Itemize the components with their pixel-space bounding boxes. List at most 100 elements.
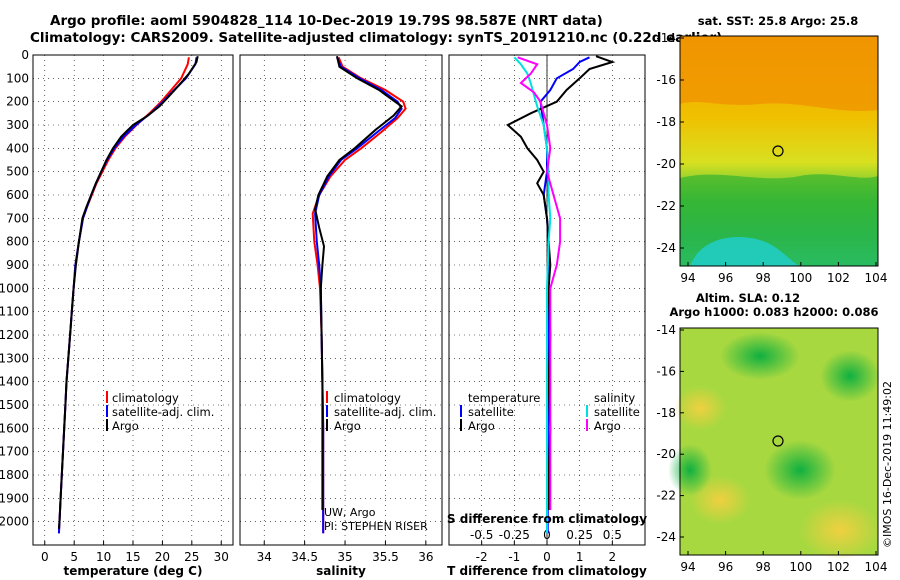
x-tick-label: 0 [41, 550, 49, 564]
y-tick-label: 1600 [0, 421, 29, 435]
map-x-tick-label: 94 [680, 560, 695, 574]
map-y-tick-label: -20 [656, 157, 676, 171]
map-y-tick-label: -16 [656, 364, 676, 378]
legend-temp-argo: Argo [468, 419, 495, 433]
x-tick-label: 25 [184, 550, 199, 564]
difference-xlabel: T difference from climatology [447, 564, 647, 578]
y-tick-label: 1800 [0, 468, 29, 482]
x-tick-label: 15 [125, 550, 140, 564]
series-line-argo [57, 55, 199, 529]
temperature-xlabel: temperature (deg C) [64, 564, 203, 578]
map-y-tick-label: -22 [656, 199, 676, 213]
x-tick-label: 5 [70, 550, 78, 564]
map-y-tick-label: -24 [656, 241, 676, 255]
credit-text: ©IMOS 16-Dec-2019 11:49:02 [881, 381, 894, 548]
sst-argo-location [772, 145, 784, 157]
sla-yellow-patch [674, 386, 726, 430]
sla-yellow-patch [800, 500, 880, 560]
sla-green-patch [668, 444, 712, 496]
y-tick-label: 800 [6, 235, 29, 249]
y-tick-label: 1300 [0, 351, 29, 365]
top-x-tick-label: 0.25 [566, 528, 593, 542]
map-x-tick-label: 102 [827, 271, 850, 285]
map-y-tick-label: -16 [656, 73, 676, 87]
map-y-tick-label: -24 [656, 530, 676, 544]
y-tick-label: 1500 [0, 398, 29, 412]
salinity-panel [239, 54, 443, 546]
y-tick-label: 2000 [0, 515, 29, 529]
map-x-tick-label: 98 [756, 271, 771, 285]
y-tick-label: 100 [6, 71, 29, 85]
y-tick-label: 900 [6, 258, 29, 272]
map-x-tick-label: 104 [865, 271, 888, 285]
series-line-climatology [57, 57, 190, 534]
temperature-plot: 0100200300400500600700800900100011001200… [0, 48, 233, 564]
legend-temp-satellite: satellite [468, 405, 514, 419]
title-line1: Argo profile: aoml 5904828_114 10-Dec-20… [50, 13, 603, 29]
difference-plot: -2 -1 0 1 2-0.5 -0.25 0 0.25 0.5 [449, 54, 645, 564]
map-x-tick-label: 94 [680, 271, 695, 285]
x-tick-label: 0 [543, 550, 551, 564]
sst-map [679, 35, 879, 267]
title-line2: Climatology: CARS2009. Satellite-adjuste… [30, 30, 722, 46]
sla-green-patch [720, 332, 800, 380]
map-x-tick-label: 96 [718, 271, 733, 285]
x-tick-label: 1 [576, 550, 584, 564]
x-tick-label: 34 [257, 550, 272, 564]
map-y-tick-label: -22 [656, 489, 676, 503]
series-line-argo [314, 55, 404, 510]
map-y-tick-label: -18 [656, 406, 676, 420]
series-line-climatology [311, 56, 407, 534]
x-tick-label: 35 [337, 550, 352, 564]
map-x-tick-label: 98 [756, 560, 771, 574]
sla-map-title2: Argo h1000: 0.083 h2000: 0.086 [669, 305, 878, 319]
map-x-tick-label: 104 [865, 560, 888, 574]
y-tick-label: 1000 [0, 281, 29, 295]
x-tick-label: 2 [609, 550, 617, 564]
legend-argo: Argo [334, 419, 361, 433]
sst-cyan-region [690, 237, 800, 266]
legend-satellite: satellite-adj. clim. [112, 405, 214, 419]
map-y-tick-label: -18 [656, 115, 676, 129]
difference-top-xlabel: S difference from climatology [447, 512, 647, 526]
map-x-tick-label: 100 [789, 271, 812, 285]
y-tick-label: 700 [6, 211, 29, 225]
legend-argo: Argo [112, 419, 139, 433]
legend-title-temperature: temperature [468, 391, 540, 405]
x-tick-label: -1 [508, 550, 520, 564]
legend-climatology: climatology [334, 391, 401, 405]
legend-title-salinity: salinity [594, 391, 635, 405]
top-x-tick-label: -0.25 [499, 528, 530, 542]
x-tick-label: -2 [476, 550, 488, 564]
sla-argo-location [772, 435, 784, 447]
map-x-tick-label: 102 [827, 560, 850, 574]
series-line-salinity-argo [517, 56, 562, 510]
map-ticks: -14 -16 -18 -20 -22 -24 94 96 98 100 102 104 -14 -16 -… [656, 31, 887, 574]
sst-warm-region [680, 36, 878, 112]
map-y-tick-label: -14 [656, 323, 676, 337]
y-tick-label: 200 [6, 95, 29, 109]
sst-map-frame [679, 35, 879, 267]
series-line-temperature-argo [506, 55, 616, 510]
x-tick-label: 36 [418, 550, 433, 564]
legend-sal-argo: Argo [594, 419, 621, 433]
map-y-tick-label: -20 [656, 447, 676, 461]
y-tick-label: 600 [6, 188, 29, 202]
map-x-tick-label: 96 [718, 560, 733, 574]
x-tick-label: 35.5 [372, 550, 399, 564]
map-y-tick-label: -14 [656, 31, 676, 45]
x-tick-label: 20 [155, 550, 170, 564]
legend-satellite: satellite-adj. clim. [334, 405, 436, 419]
y-tick-label: 1700 [0, 445, 29, 459]
difference-legend-temperature: temperature satellite Argo [460, 391, 540, 433]
y-tick-label: 1900 [0, 491, 29, 505]
annotation-uw-argo: UW, Argo [324, 506, 376, 519]
y-tick-label: 500 [6, 165, 29, 179]
sla-green-patch [764, 440, 836, 500]
sla-map [668, 327, 880, 560]
difference-legend-salinity: salinity satellite Argo [586, 391, 640, 433]
legend-climatology: climatology [112, 391, 179, 405]
x-tick-label: 10 [96, 550, 111, 564]
series-line-salinity-satellite [513, 56, 552, 534]
